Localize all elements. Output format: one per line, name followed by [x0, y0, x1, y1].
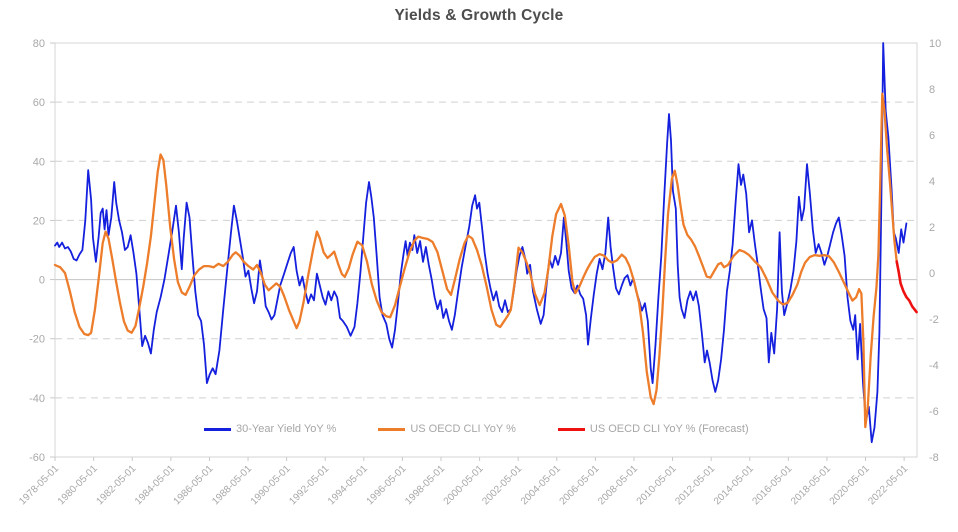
legend-item-cli: US OECD CLI YoY %	[378, 423, 516, 435]
plot-border	[54, 42, 918, 458]
x-axis-tick-label: 2012-05-01	[673, 463, 717, 507]
x-axis-tick-label: 2010-05-01	[635, 463, 679, 507]
x-axis-tick-label: 2014-05-01	[712, 463, 756, 507]
y-axis-left-tick-label: 40	[33, 156, 45, 168]
x-axis-tick-label: 2006-05-01	[558, 463, 602, 507]
y-axis-left-tick-label: -20	[29, 334, 45, 346]
series-line-cli	[53, 92, 898, 429]
y-axis-left-tick-label: -60	[29, 452, 45, 464]
y-axis-right-tick-label: -6	[929, 406, 939, 418]
legend-item-yield: 30-Year Yield YoY %	[204, 423, 336, 435]
y-axis-left-tick-label: 80	[33, 38, 45, 50]
legend-item-cli-forecast: US OECD CLI YoY % (Forecast)	[557, 423, 749, 435]
x-axis-tick-label: 1998-05-01	[403, 463, 447, 507]
chart-title: Yields & Growth Cycle	[394, 7, 564, 24]
y-axis-right-tick-label: 6	[929, 130, 935, 142]
y-axis-right-tick-label: -8	[929, 452, 939, 464]
y-axis-right-tick-label: 4	[929, 176, 935, 188]
y-axis-left-tick-label: -40	[29, 393, 45, 405]
y-axis-right-tick-label: -4	[929, 360, 939, 372]
x-axis-tick-label: 1980-05-01	[56, 463, 100, 507]
series-line-yield	[54, 42, 908, 444]
x-axis-tick-label: 2022-05-01	[866, 463, 910, 507]
legend-label-cli: US OECD CLI YoY %	[410, 423, 516, 435]
x-axis-tick-label: 1978-05-01	[17, 463, 61, 507]
y-axis-right-tick-label: -2	[929, 314, 939, 326]
x-axis-tick-label: 2002-05-01	[480, 463, 524, 507]
x-axis-tick-label: 2000-05-01	[442, 463, 486, 507]
x-axis-tick-label: 2018-05-01	[789, 463, 833, 507]
cli-forecast-line-swatch	[557, 427, 585, 431]
legend-label-yield: 30-Year Yield YoY %	[236, 423, 337, 435]
x-axis-tick-label: 2016-05-01	[751, 463, 795, 507]
y-axis-right-tick-label: 8	[929, 84, 935, 96]
x-axis-tick-label: 1992-05-01	[287, 463, 331, 507]
y-axis-left-tick-label: 0	[39, 275, 45, 287]
x-axis-tick-label: 1996-05-01	[365, 463, 409, 507]
x-axis-tick-label: 1990-05-01	[249, 463, 293, 507]
x-axis-tick-label: 1994-05-01	[326, 463, 370, 507]
legend: 30-Year Yield YoY % US OECD CLI YoY % US…	[204, 423, 749, 435]
yield-line-swatch	[204, 427, 231, 431]
series-line-cli-forecast	[895, 260, 918, 314]
x-axis-tick-label: 1982-05-01	[94, 463, 138, 507]
legend-label-cli-forecast: US OECD CLI YoY % (Forecast)	[589, 423, 749, 435]
x-axis-tick-label: 1988-05-01	[210, 463, 254, 507]
y-axis-left-tick-label: 60	[33, 97, 45, 109]
y-axis-right-tick-label: 10	[929, 38, 941, 50]
y-axis-left-tick-label: 20	[33, 215, 45, 227]
x-axis-tick-label: 2004-05-01	[519, 463, 563, 507]
x-axis-tick-label: 1986-05-01	[172, 463, 216, 507]
x-axis-tick-label: 2020-05-01	[828, 463, 872, 507]
x-axis-tick-label: 2008-05-01	[596, 463, 640, 507]
cli-line-swatch	[378, 427, 406, 431]
y-axis-right-tick-label: 2	[929, 222, 935, 234]
y-axis-right-tick-label: 0	[929, 268, 935, 280]
x-axis-tick-label: 1984-05-01	[133, 463, 177, 507]
